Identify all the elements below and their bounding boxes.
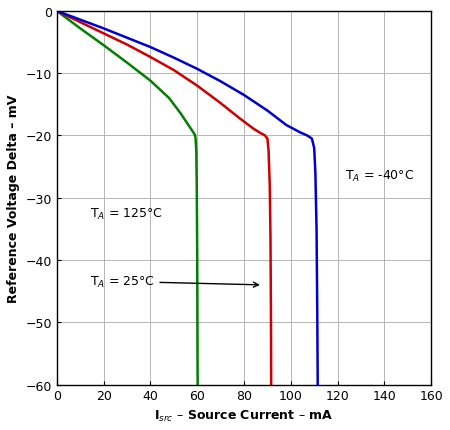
Text: T$_A$ = -40°C: T$_A$ = -40°C (345, 169, 414, 184)
Text: T$_A$ = 125°C: T$_A$ = 125°C (90, 206, 162, 221)
X-axis label: I$_{src}$ – Source Current – mA: I$_{src}$ – Source Current – mA (154, 408, 333, 423)
Y-axis label: Reference Voltage Delta – mV: Reference Voltage Delta – mV (7, 94, 20, 302)
Text: T$_A$ = 25°C: T$_A$ = 25°C (90, 274, 258, 289)
